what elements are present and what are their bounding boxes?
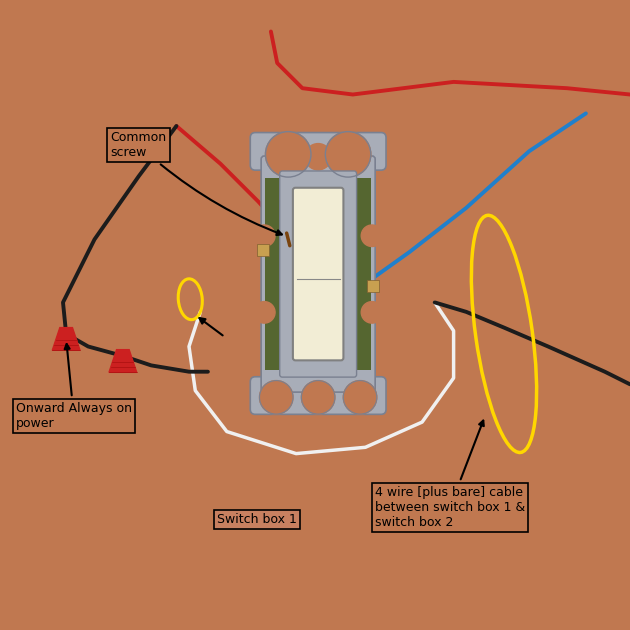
Bar (257, 244, 269, 256)
Circle shape (253, 302, 275, 323)
Circle shape (361, 302, 383, 323)
Circle shape (305, 144, 331, 170)
FancyBboxPatch shape (250, 132, 386, 170)
FancyBboxPatch shape (250, 377, 386, 415)
Bar (265, 178, 282, 370)
Bar (367, 280, 379, 292)
Circle shape (253, 225, 275, 246)
Circle shape (260, 381, 293, 414)
FancyBboxPatch shape (280, 171, 357, 377)
Circle shape (265, 132, 311, 177)
Circle shape (325, 132, 371, 177)
Text: 4 wire [plus bare] cable
between switch box 1 &
switch box 2: 4 wire [plus bare] cable between switch … (375, 421, 525, 529)
FancyBboxPatch shape (261, 156, 375, 392)
Bar (354, 178, 371, 370)
Circle shape (343, 381, 377, 414)
Polygon shape (109, 350, 137, 372)
Circle shape (361, 225, 383, 246)
Polygon shape (52, 328, 80, 350)
FancyBboxPatch shape (293, 188, 343, 360)
Text: Switch box 1: Switch box 1 (217, 513, 297, 526)
Circle shape (301, 381, 335, 414)
Text: Onward Always on
power: Onward Always on power (16, 344, 132, 430)
Text: Common
screw: Common screw (110, 131, 282, 235)
